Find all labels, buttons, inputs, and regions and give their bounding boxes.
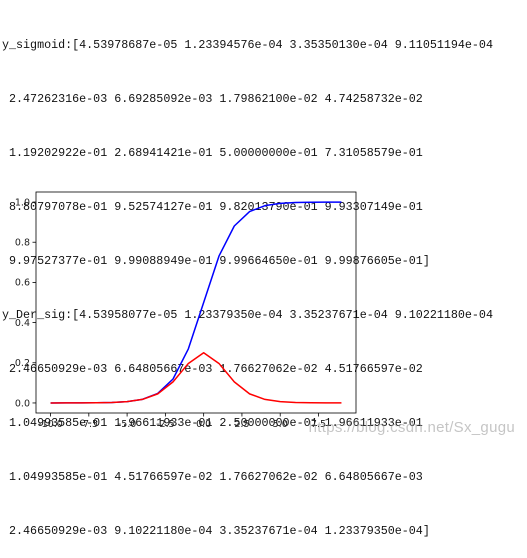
console-line: y_Der_sig:[4.53958077e-05 1.23379350e-04… xyxy=(2,308,493,322)
y-tick-label: 0.4 xyxy=(15,318,30,329)
y-tick-label: 0.2 xyxy=(15,358,30,369)
console-line: 1.04993585e-01 4.51766597e-02 1.76627062… xyxy=(2,470,423,484)
x-tick-label: 0.0 xyxy=(196,419,211,430)
watermark-text: https://blog.csdn.net/Sx_gugu xyxy=(308,419,515,436)
console-line: 8.80797078e-01 9.52574127e-01 9.82013790… xyxy=(2,200,423,214)
x-tick-label: -10.0 xyxy=(38,419,63,430)
x-tick-label: -7.5 xyxy=(80,419,99,430)
console-line: 1.04993585e-01 1.96611933e-01 2.50000000… xyxy=(2,416,423,430)
plot-frame xyxy=(35,191,357,414)
line-chart: -10.0 -7.5 -5.0 -2.5 0.0 2.5 5.0 7.5 0.0 0.2 0.4 0.… xyxy=(15,191,357,430)
x-tick-label: 7.5 xyxy=(311,419,326,430)
x-tick-label: -2.5 xyxy=(156,419,175,430)
console-line: 2.46650929e-03 6.64805667e-03 1.76627062… xyxy=(2,362,423,376)
y-tick-label: 0.8 xyxy=(15,238,30,249)
y-tick-label: 0.0 xyxy=(15,398,30,409)
x-tick-label: 2.5 xyxy=(234,419,249,430)
x-tick-label: -5.0 xyxy=(118,419,137,430)
series-line-1 xyxy=(50,351,342,404)
plot-figure: -10.0 -7.5 -5.0 -2.5 0.0 2.5 5.0 7.5 0.0 0.2 0.4 0.… xyxy=(0,186,527,443)
y-tick-label: 0.6 xyxy=(15,278,30,289)
x-tick-label: 5.0 xyxy=(273,419,288,430)
console-line: 2.47262316e-03 6.69285092e-03 1.79862100… xyxy=(2,92,423,106)
console-line: y_sigmoid:[4.53978687e-05 1.23394576e-04… xyxy=(2,38,493,52)
console-line: 1.19202922e-01 2.68941421e-01 5.00000000… xyxy=(2,146,423,160)
series-line-0 xyxy=(50,201,342,404)
y-tick-label: 1.0 xyxy=(15,197,30,208)
console-line: 2.46650929e-03 9.10221180e-04 3.35237671… xyxy=(2,524,430,538)
console-line: 9.97527377e-01 9.99088949e-01 9.99664650… xyxy=(2,254,430,268)
